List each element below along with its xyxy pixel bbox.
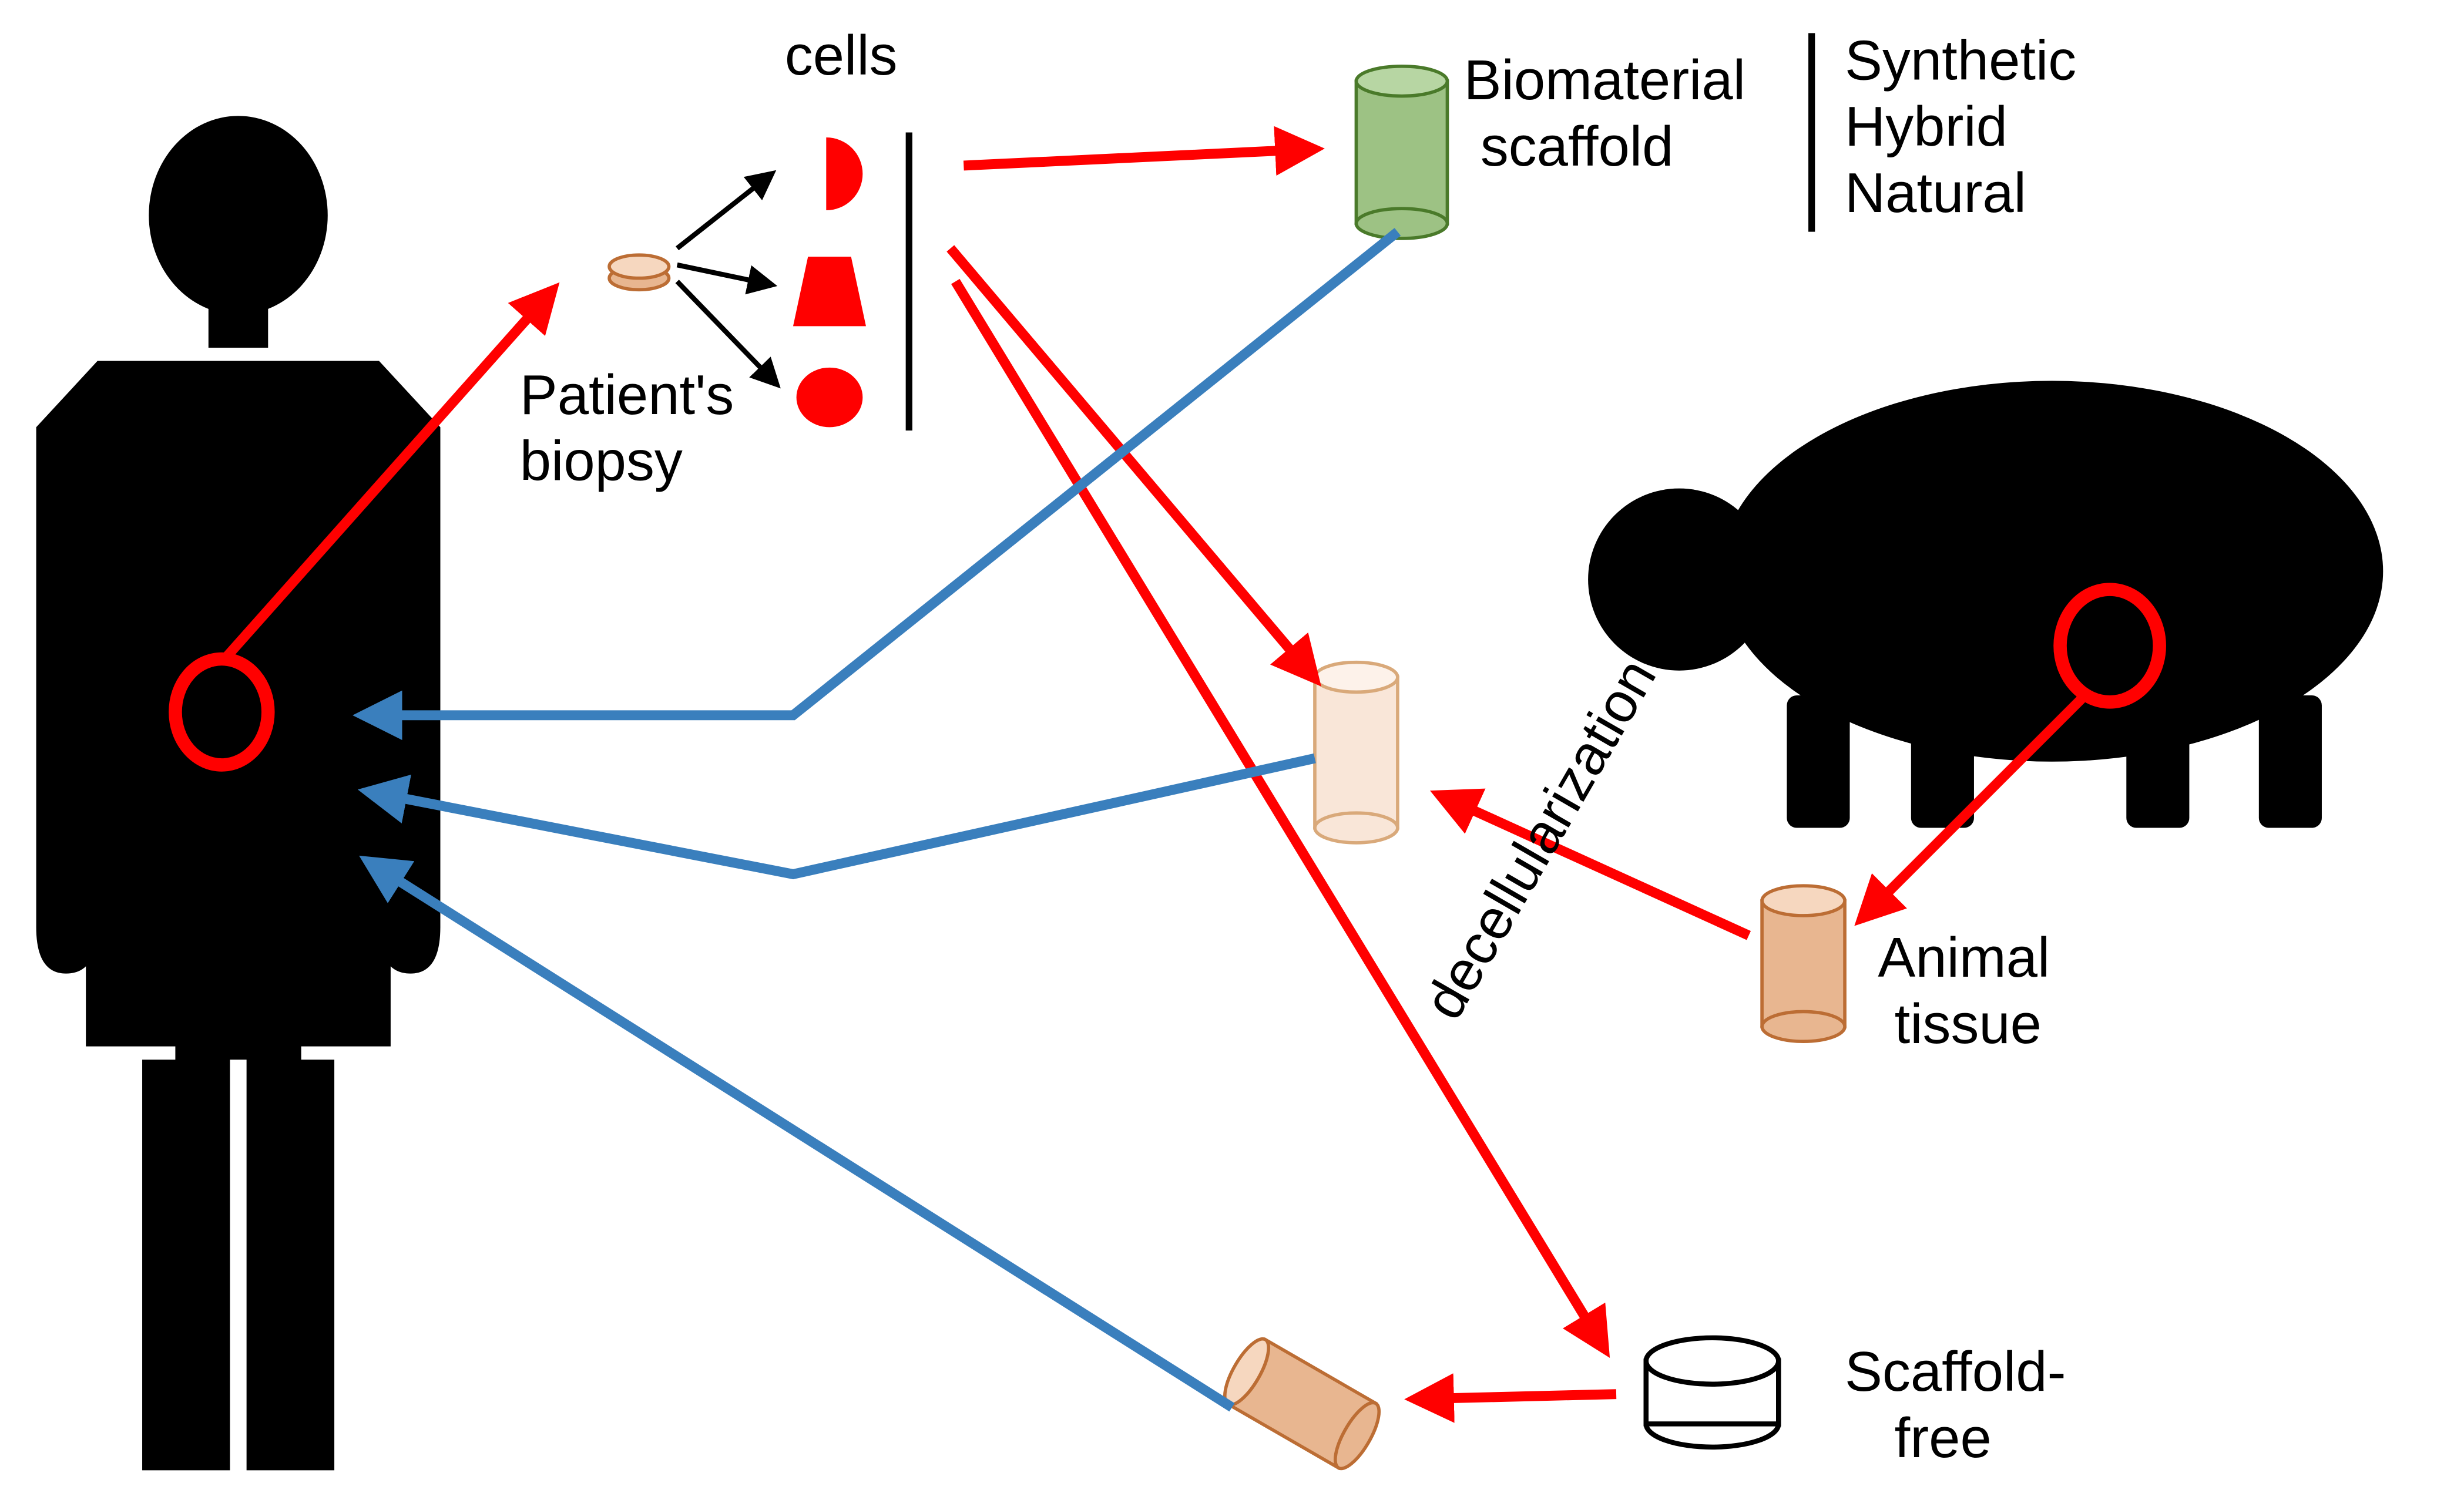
biopsy-to-cells-arrows [677,174,777,384]
cell-trapezoid-icon [793,257,866,326]
biopsy-disc [609,255,669,290]
biomaterial-cylinder [1356,66,1447,238]
label-scaffold-free-2: free [1895,1407,1992,1469]
label-hybrid: Hybrid [1845,95,2008,158]
label-patients: Patient's [520,364,734,426]
cell-circle-icon [797,368,863,427]
label-animal: Animal [1878,926,2050,989]
scaffold-free-cylinder [1646,1338,1779,1447]
cell-half-icon [826,137,862,210]
label-scaffold: scaffold [1481,115,1674,178]
label-biopsy: biopsy [520,430,683,493]
label-biomaterial: Biomaterial [1464,49,1745,112]
animal-tissue-cylinder [1762,886,1845,1041]
label-scaffold-free-1: Scaffold- [1845,1340,2066,1403]
label-synthetic: Synthetic [1845,29,2076,92]
label-tissue: tissue [1895,993,2042,1055]
result-tissue-cylinder [1217,1333,1387,1475]
label-decellularization: decellularization [1412,648,1668,1030]
blue-arrows [362,232,1398,1408]
sheep-silhouette [1588,381,2383,828]
decellularized-cylinder [1315,662,1398,843]
label-natural: Natural [1845,162,2026,224]
label-cells: cells [785,24,898,87]
